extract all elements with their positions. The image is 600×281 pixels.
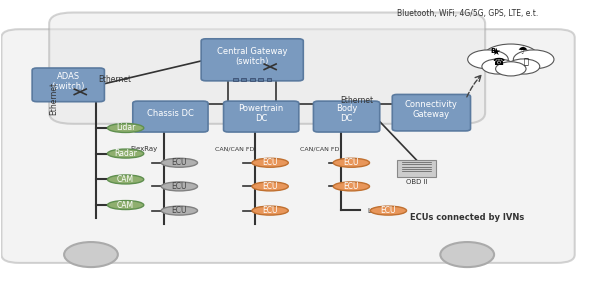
- Text: Chassis DC: Chassis DC: [147, 109, 194, 118]
- FancyBboxPatch shape: [201, 39, 303, 81]
- Text: Powertrain
DC: Powertrain DC: [239, 103, 284, 123]
- Text: CAM: CAM: [117, 201, 134, 210]
- Text: Connectivity
Gateway: Connectivity Gateway: [405, 100, 458, 119]
- FancyBboxPatch shape: [1, 29, 575, 263]
- Circle shape: [482, 59, 514, 74]
- Text: CAM: CAM: [117, 175, 134, 184]
- Ellipse shape: [252, 206, 288, 215]
- Text: ECU: ECU: [344, 158, 359, 167]
- Circle shape: [467, 50, 508, 69]
- Text: ECU: ECU: [262, 182, 278, 191]
- Text: Body
DC: Body DC: [336, 103, 357, 123]
- Text: ECU: ECU: [262, 158, 278, 167]
- Ellipse shape: [252, 182, 288, 191]
- FancyBboxPatch shape: [266, 78, 271, 81]
- Text: OBD II: OBD II: [406, 179, 427, 185]
- Text: Ethernet: Ethernet: [340, 96, 373, 105]
- FancyBboxPatch shape: [133, 101, 208, 132]
- Ellipse shape: [107, 201, 144, 210]
- Text: 📖: 📖: [523, 58, 528, 67]
- Text: ☎: ☎: [493, 57, 505, 67]
- Text: FlexRay: FlexRay: [130, 146, 157, 152]
- FancyBboxPatch shape: [250, 78, 254, 81]
- Text: ECU: ECU: [344, 182, 359, 191]
- Circle shape: [64, 242, 118, 267]
- FancyBboxPatch shape: [241, 78, 246, 81]
- Ellipse shape: [161, 158, 197, 167]
- Ellipse shape: [107, 149, 144, 158]
- Circle shape: [483, 44, 539, 70]
- Text: ★: ★: [491, 47, 500, 57]
- Ellipse shape: [333, 158, 370, 167]
- Ellipse shape: [161, 182, 197, 191]
- Text: CAN/CAN FD: CAN/CAN FD: [215, 146, 254, 151]
- Text: ECUs connected by IVNs: ECUs connected by IVNs: [410, 212, 524, 221]
- FancyBboxPatch shape: [224, 101, 299, 132]
- Text: Radar: Radar: [114, 149, 137, 158]
- Text: ADAS
(switch): ADAS (switch): [52, 72, 85, 91]
- Ellipse shape: [107, 123, 144, 132]
- Text: Lidar: Lidar: [116, 123, 135, 132]
- FancyBboxPatch shape: [233, 78, 238, 81]
- Text: B: B: [490, 48, 496, 54]
- Text: ECU: ECU: [262, 206, 278, 215]
- Circle shape: [507, 59, 540, 74]
- Text: ☂: ☂: [518, 46, 528, 56]
- FancyBboxPatch shape: [397, 160, 436, 177]
- Ellipse shape: [252, 158, 288, 167]
- Text: LIN: LIN: [367, 208, 379, 214]
- Circle shape: [496, 62, 526, 76]
- Text: Ethernet: Ethernet: [49, 82, 58, 115]
- FancyBboxPatch shape: [392, 94, 470, 131]
- FancyBboxPatch shape: [32, 68, 104, 102]
- Text: Central Gateway
(switch): Central Gateway (switch): [217, 47, 287, 66]
- Ellipse shape: [333, 182, 370, 191]
- Text: CAN/CAN FD: CAN/CAN FD: [300, 146, 340, 151]
- FancyBboxPatch shape: [258, 78, 263, 81]
- Ellipse shape: [107, 175, 144, 184]
- Text: ECU: ECU: [172, 158, 187, 167]
- FancyBboxPatch shape: [313, 101, 380, 132]
- Text: ECU: ECU: [172, 206, 187, 215]
- FancyBboxPatch shape: [49, 13, 485, 124]
- Ellipse shape: [370, 206, 407, 215]
- Text: ECU: ECU: [172, 182, 187, 191]
- Text: ECU: ECU: [380, 206, 396, 215]
- Text: Ethernet: Ethernet: [98, 75, 131, 84]
- Ellipse shape: [161, 206, 197, 215]
- Circle shape: [514, 50, 554, 69]
- Circle shape: [440, 242, 494, 267]
- Text: Bluetooth, WiFi, 4G/5G, GPS, LTE, e.t.: Bluetooth, WiFi, 4G/5G, GPS, LTE, e.t.: [397, 9, 538, 18]
